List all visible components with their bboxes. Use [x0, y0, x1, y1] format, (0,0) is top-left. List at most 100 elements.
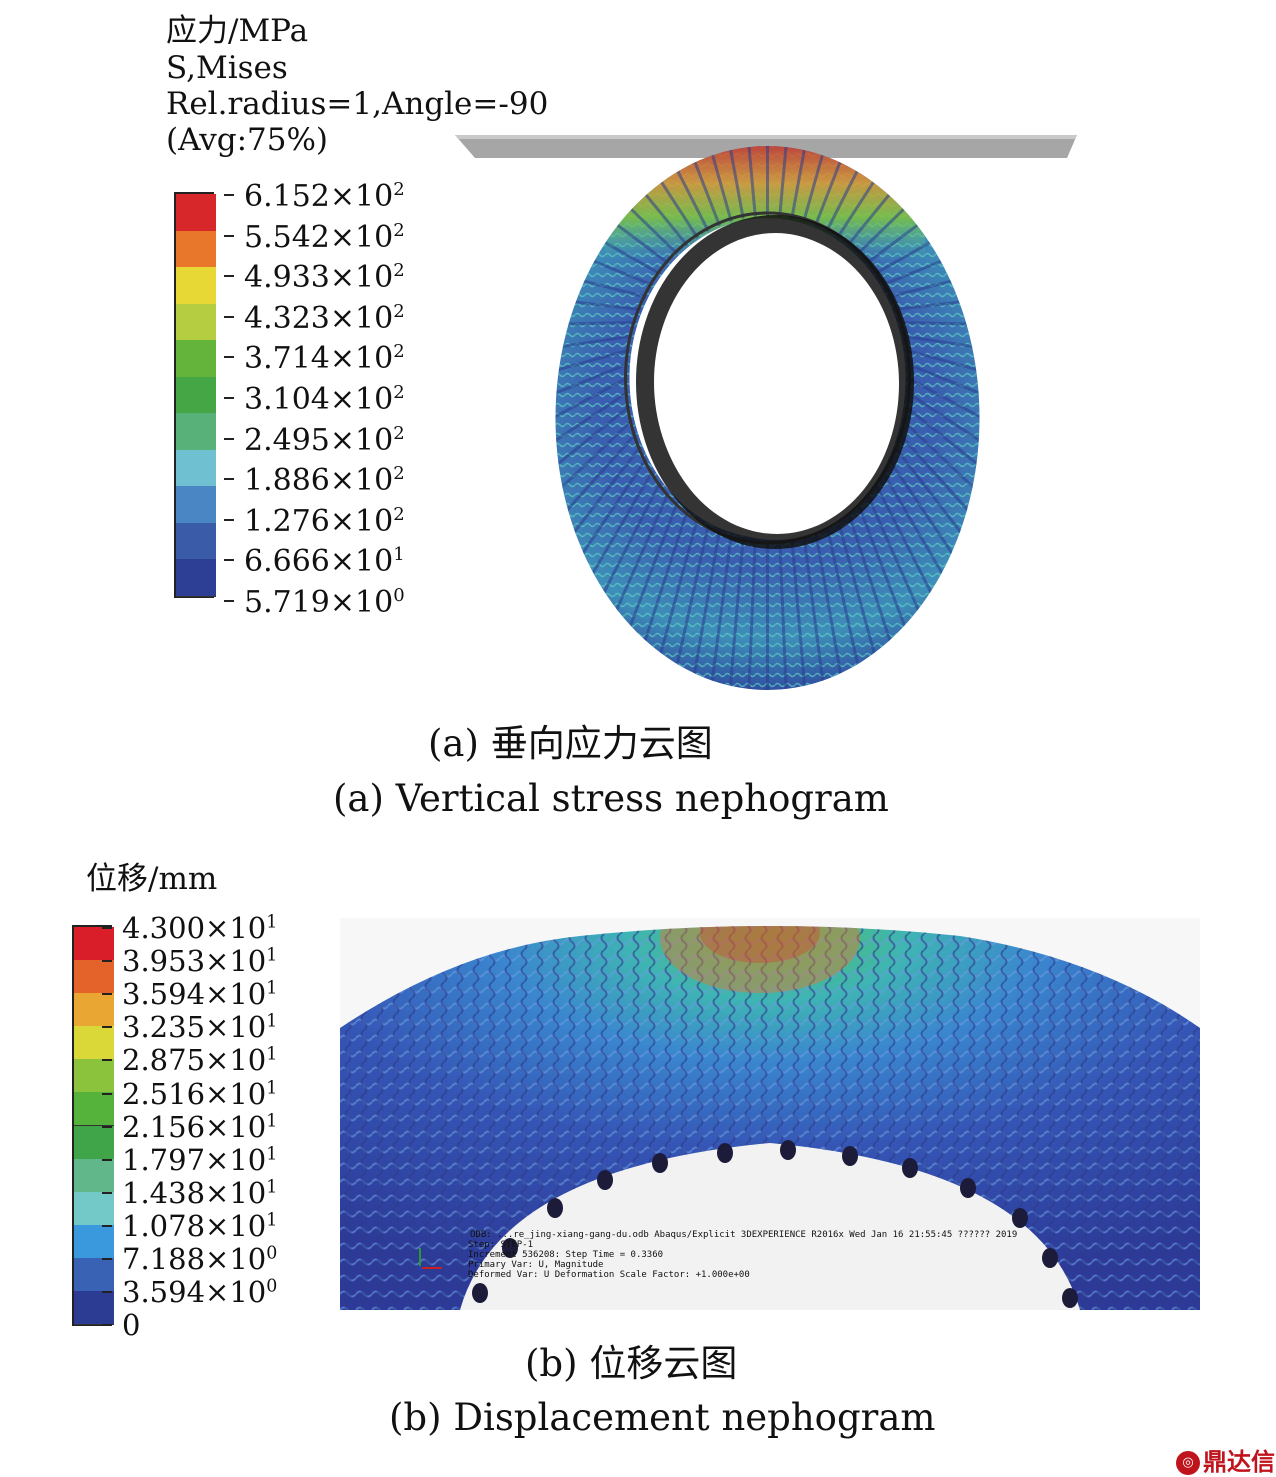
legend-tick — [224, 234, 234, 237]
stress-ring-strand — [901, 418, 977, 491]
legend-tick — [102, 1224, 112, 1227]
overlay-line: Primary Var: U, Magnitude — [468, 1260, 604, 1270]
stress-ring-strand — [692, 529, 722, 677]
stress-ring-strand — [893, 445, 964, 536]
stress-ring-strand — [658, 517, 699, 657]
stress-ring-strand — [710, 534, 733, 684]
legend-label: 6.666×101 — [244, 544, 405, 580]
stress-ring-strand — [881, 258, 945, 287]
caption-b-en: (b) Displacement nephogram — [389, 1396, 936, 1439]
legend-swatch — [176, 194, 216, 232]
legend-label: 6.152×102 — [244, 179, 405, 214]
watermark-mark-icon: ◎ — [1176, 1451, 1200, 1475]
legend-tick — [102, 1059, 112, 1062]
stress-ring-strand — [873, 481, 934, 596]
overlay-line: ODB: ...re_jing-xiang-gang-du.odb Abaqus… — [470, 1230, 1018, 1240]
legend-tick — [224, 559, 234, 562]
displacement-bump — [652, 1153, 668, 1173]
legend-swatch — [74, 1290, 114, 1325]
legend-tick — [224, 437, 234, 440]
stress-ring-strand — [747, 146, 757, 217]
legend-swatch — [176, 413, 216, 451]
stress-ring-strand — [571, 445, 642, 536]
watermark-logo: ◎ 鼎达信 — [1176, 1442, 1275, 1477]
legend-swatch — [176, 267, 216, 305]
legend-swatch — [74, 1224, 114, 1259]
legend-swatch — [74, 1125, 114, 1160]
stress-unit-label: 应力/MPa — [166, 13, 309, 49]
stress-ring-strand — [856, 206, 907, 255]
displacement-bump — [472, 1283, 488, 1303]
stress-ring-strand — [778, 539, 788, 690]
displacement-color-legend — [72, 925, 114, 1326]
stress-ring-strand — [790, 146, 807, 219]
stress-ring-strand — [590, 258, 654, 287]
stress-ring-strand — [675, 168, 710, 232]
legend-label: 7.188×100 — [122, 1242, 278, 1276]
stress-ring-strand — [643, 191, 689, 247]
stress-ring-strand — [813, 159, 843, 227]
legend-swatch — [74, 1092, 114, 1127]
legend-label: 0 — [122, 1308, 141, 1343]
stress-ring-strand — [906, 376, 980, 420]
stress-ring-strand — [887, 458, 955, 557]
displacement-bump — [717, 1143, 733, 1163]
legend-swatch — [176, 230, 216, 269]
stress-ring-strand — [555, 404, 631, 467]
stress-ring-strand — [555, 390, 629, 444]
legend-tick — [224, 315, 234, 318]
displacement-bump — [1062, 1288, 1078, 1308]
legend-label: 2.495×102 — [244, 422, 405, 458]
legend-tick — [224, 478, 234, 481]
legend-swatch — [176, 449, 216, 488]
stress-ring-strand — [627, 501, 679, 630]
stress-ring-strand — [825, 168, 860, 232]
legend-tick — [102, 1291, 112, 1294]
stress-ring-strand — [555, 376, 629, 420]
legend-tick — [102, 1026, 112, 1029]
stress-ring-strand — [865, 491, 921, 614]
legend-tick — [102, 1125, 112, 1128]
displacement-unit-label: 位移/mm — [86, 861, 218, 897]
displacement-bump — [780, 1140, 796, 1160]
displacement-bump — [1042, 1248, 1058, 1268]
legend-tick — [224, 356, 234, 359]
legend-tick — [224, 397, 234, 399]
legend-label: 1.276×102 — [244, 503, 405, 539]
overlay-line: Step: STEP-1 — [468, 1240, 534, 1250]
overlay-line: Increment 536208: Step Time = 0.3360 — [468, 1250, 664, 1260]
stress-ring-strand — [558, 418, 634, 491]
legend-label: 4.323×102 — [244, 300, 405, 336]
stress-ring-strand — [564, 432, 638, 514]
legend-tick — [102, 1191, 112, 1194]
stress-ring-strand — [825, 524, 860, 668]
stress-ring-strand — [813, 529, 843, 677]
stress-ring-strand — [904, 348, 980, 372]
stress-ring-strand — [802, 534, 825, 684]
legend-tick — [102, 1158, 112, 1161]
legend-tick — [224, 600, 234, 602]
legend-swatch — [74, 927, 114, 962]
legend-swatch — [74, 1191, 114, 1226]
legend-tick — [224, 194, 234, 196]
caption-b-cn: (b) 位移云图 — [525, 1342, 738, 1385]
legend-tick — [102, 960, 112, 963]
displacement-bump — [842, 1146, 858, 1166]
stress-ring-strand — [614, 222, 670, 265]
legend-tick — [102, 1258, 112, 1260]
stress-ring-strand — [888, 279, 955, 299]
stress-ring-strand — [614, 491, 670, 614]
legend-label: 1.886×102 — [244, 463, 405, 499]
stress-ring-strand — [658, 179, 699, 239]
stress-ring-strand — [555, 348, 631, 372]
legend-swatch — [74, 1257, 114, 1292]
displacement-nephogram-image — [340, 918, 1200, 1310]
legend-swatch — [74, 1026, 114, 1061]
legend-swatch — [74, 993, 114, 1028]
stress-ring-strand — [710, 151, 733, 222]
legend-label: 2.875×101 — [122, 1043, 278, 1078]
stress-ring-strand — [580, 458, 648, 557]
legend-swatch — [176, 559, 216, 597]
legend-label: 2.156×101 — [122, 1109, 278, 1144]
legend-tick — [102, 1324, 112, 1327]
